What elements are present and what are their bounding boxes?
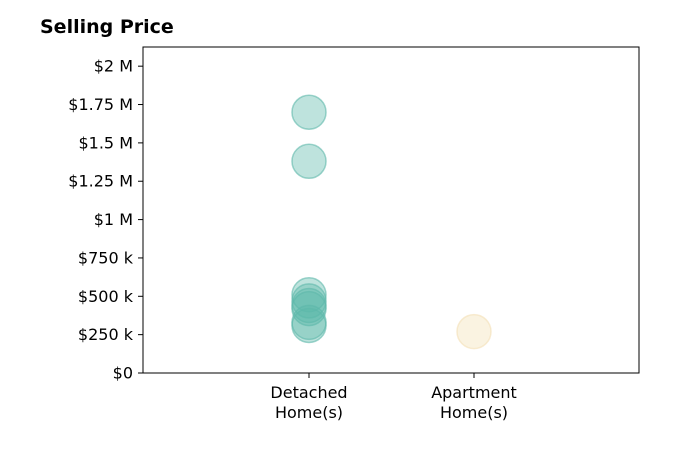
y-tick-label: $1 M	[94, 210, 133, 229]
data-point	[291, 94, 327, 130]
y-tick-label: $1.75 M	[68, 95, 133, 114]
y-axis: $0 $250 k $500 k $750 k $1 M $1.25 M $1.5 M $1.…	[68, 57, 143, 383]
y-tick-label: $0	[113, 364, 133, 383]
y-tick-label: $2 M	[94, 57, 133, 76]
y-tick-label: $250 k	[78, 325, 134, 344]
chart-title: Selling Price	[40, 16, 174, 38]
data-point	[291, 307, 327, 344]
x-tick-label: Apartment Home(s)	[431, 383, 517, 422]
y-tick-label: $500 k	[78, 287, 134, 306]
data-point	[456, 313, 492, 350]
x-tick-label: Detached Home(s)	[270, 383, 347, 422]
x-axis: Detached Home(s) Apartment Home(s)	[270, 373, 517, 422]
data-points	[291, 94, 492, 350]
y-tick-label: $1.25 M	[68, 172, 133, 191]
y-tick-label: $1.5 M	[78, 133, 133, 152]
plot-area-frame	[142, 46, 640, 374]
data-point	[291, 143, 327, 180]
y-tick-label: $750 k	[78, 248, 134, 267]
